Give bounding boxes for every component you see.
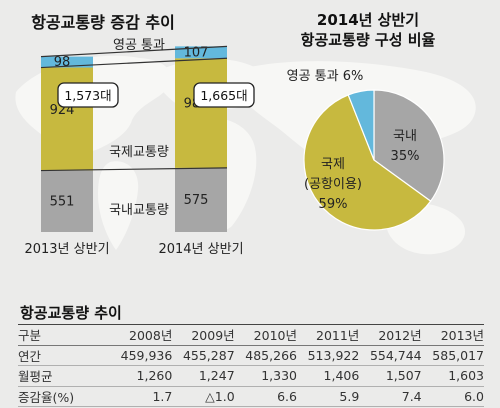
row-label: 증감율(%) bbox=[18, 389, 75, 405]
pie-chart-title-line-2: 항공교통량 구성 비율 bbox=[301, 31, 436, 49]
pie-label-transit: 영공 통과 6% bbox=[287, 69, 364, 84]
bar-segment-transit bbox=[175, 46, 227, 59]
total-label: 1,665대 bbox=[200, 88, 247, 103]
traffic-table: 구분 2008년 2009년 2010년 2011년 2012년 2013년 연간 459,9… bbox=[18, 324, 484, 407]
connector-line bbox=[40, 45, 228, 58]
charts-area: 항공교통량 증감 추이 2014년 상반기 항공교통량 구성 비율 2013년 … bbox=[15, 11, 476, 257]
bar-value-label: 98 bbox=[54, 55, 71, 70]
table-cell: 1.7 bbox=[152, 388, 173, 404]
pie-slice-international bbox=[303, 94, 432, 231]
table-cell: 6.0 bbox=[464, 388, 484, 404]
table-cell: 455,287 bbox=[182, 347, 235, 363]
pie-label-international: 국제 bbox=[321, 157, 345, 172]
bar-value-label: 551 bbox=[50, 194, 75, 209]
row-label: 연간 bbox=[18, 348, 42, 364]
table-cell: △1.0 bbox=[205, 388, 235, 404]
table-cell: 485,266 bbox=[245, 347, 297, 363]
table-cell: 7.4 bbox=[401, 388, 422, 404]
column-header-year: 2013년 bbox=[440, 328, 484, 344]
traffic-table-section: 항공교통량 추이 구분 2008년 2009년 2010년 2011년 2012년 2013… bbox=[0, 300, 500, 408]
pie-chart: 국내 35% 국제 (공항이용) 59% 영공 통과 6% bbox=[287, 69, 445, 231]
table-cell: 585,017 bbox=[432, 347, 484, 363]
pie-label-domestic: 국내 bbox=[393, 129, 417, 144]
bar-segment-transit bbox=[41, 56, 93, 68]
series-label-international: 국제교통량 bbox=[109, 145, 169, 160]
connector-line bbox=[40, 167, 228, 172]
pie-slice-domestic bbox=[373, 89, 445, 202]
column-header-year: 2008년 bbox=[129, 328, 173, 344]
table-row: 연간 459,936 455,287 485,266 513,922 554,744 585… bbox=[18, 345, 484, 366]
series-label-domestic: 국내교통량 bbox=[109, 203, 169, 218]
bar-segment-domestic bbox=[41, 170, 93, 232]
bar-value-label: 575 bbox=[184, 193, 209, 208]
table-cell: 459,936 bbox=[120, 347, 173, 363]
table-header-row: 구분 2008년 2009년 2010년 2011년 2012년 2013년 bbox=[18, 324, 484, 345]
column-header-year: 2009년 bbox=[191, 328, 235, 344]
x-tick-label: 2014년 상반기 bbox=[158, 242, 243, 257]
bar-segment-domestic bbox=[175, 167, 227, 232]
column-header-year: 2012년 bbox=[378, 328, 422, 344]
table-cell: 1,330 bbox=[261, 368, 297, 384]
table-title: 항공교통량 추이 bbox=[20, 304, 122, 322]
bar-value-label: 107 bbox=[184, 45, 209, 60]
bar-segment-international bbox=[175, 58, 227, 168]
total-box bbox=[57, 82, 119, 108]
pie-chart-title-line-1: 2014년 상반기 bbox=[317, 11, 419, 29]
table-cell: 1,406 bbox=[323, 368, 360, 384]
table-cell: 1,247 bbox=[198, 368, 235, 384]
table-cell: 513,922 bbox=[307, 347, 360, 363]
row-label: 월평균 bbox=[18, 369, 53, 385]
table-cell: 1,507 bbox=[385, 368, 422, 384]
pie-value-international: 59% bbox=[319, 197, 348, 212]
table-cell: 1,260 bbox=[136, 368, 173, 384]
table-cell: 554,744 bbox=[369, 347, 422, 363]
total-label: 1,573대 bbox=[64, 88, 111, 103]
table-cell: 6.6 bbox=[277, 388, 297, 404]
bar-chart-title: 항공교통량 증감 추이 bbox=[31, 13, 175, 32]
pie-sublabel-international: (공항이용) bbox=[304, 177, 362, 192]
table-body: 연간 459,936 455,287 485,266 513,922 554,744 585… bbox=[18, 345, 484, 407]
connector-line bbox=[40, 57, 228, 69]
pie-slice-transit bbox=[347, 89, 375, 161]
table-row: 증감율(%) 1.7 △1.0 6.6 5.9 7.4 6.0 bbox=[18, 386, 484, 407]
series-label-transit: 영공 통과 bbox=[113, 38, 165, 53]
column-header-category: 구분 bbox=[18, 328, 42, 344]
table-cell: 1,603 bbox=[448, 368, 484, 384]
table-row: 월평균 1,260 1,247 1,330 1,406 1,507 1,603 bbox=[18, 366, 484, 386]
table-cell: 5.9 bbox=[339, 388, 360, 404]
column-header-year: 2011년 bbox=[316, 328, 360, 344]
x-tick-label: 2013년 상반기 bbox=[24, 242, 109, 257]
column-header-year: 2010년 bbox=[253, 328, 297, 344]
pie-value-domestic: 35% bbox=[391, 149, 420, 164]
total-box bbox=[193, 82, 255, 108]
